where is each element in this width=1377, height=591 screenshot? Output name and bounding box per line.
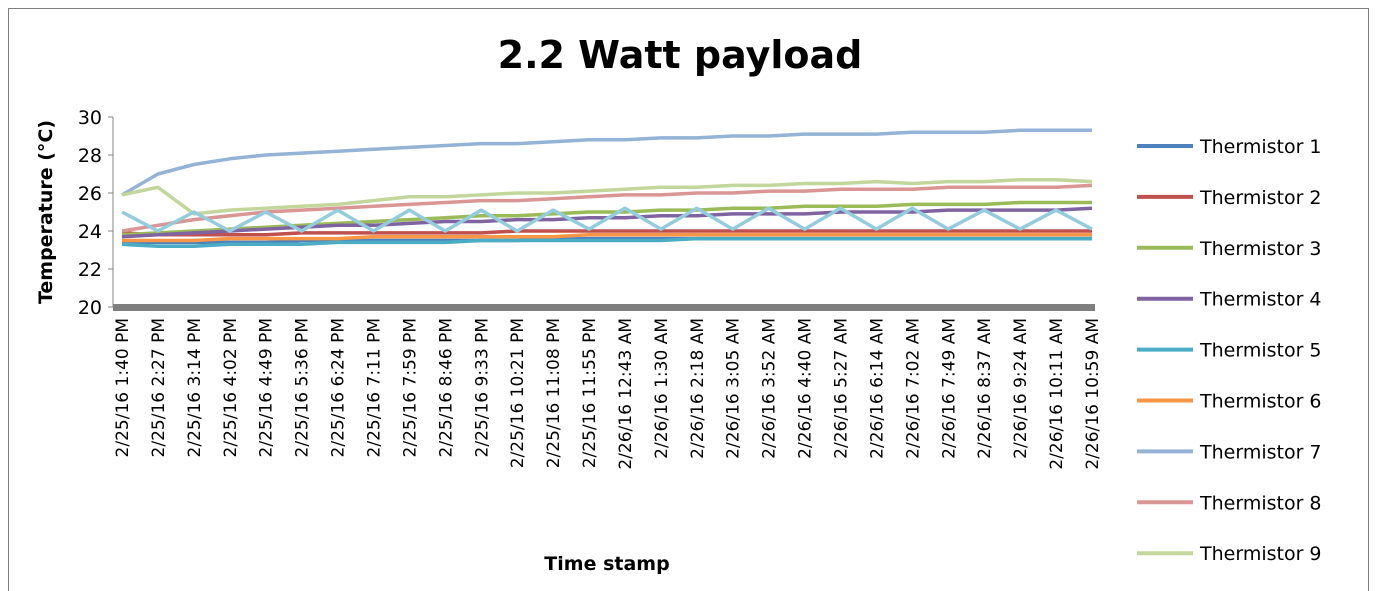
series-line bbox=[121, 229, 1092, 237]
x-tick-label: 2/25/16 9:33 PM bbox=[472, 318, 492, 457]
x-tick-label: 2/25/16 2:27 PM bbox=[149, 318, 169, 457]
legend-label: Thermistor 1 bbox=[1199, 136, 1322, 158]
x-tick-label: 2/26/16 10:59 AM bbox=[1083, 318, 1103, 470]
series-line bbox=[122, 233, 1092, 243]
legend-label: Thermistor 2 bbox=[1199, 187, 1322, 209]
x-tick-label: 2/26/16 7:49 AM bbox=[939, 318, 959, 459]
x-tick-label: 2/25/16 5:36 PM bbox=[293, 318, 313, 457]
x-axis bbox=[113, 304, 1095, 311]
series-line bbox=[121, 177, 1093, 216]
x-tick-label: 2/26/16 2:18 AM bbox=[688, 318, 708, 459]
series-line bbox=[121, 236, 1092, 248]
x-tick-label: 2/26/16 9:24 AM bbox=[1011, 318, 1031, 459]
series-line bbox=[121, 128, 1092, 197]
y-tick-label: 24 bbox=[78, 221, 102, 243]
y-tick-label: 26 bbox=[78, 183, 102, 205]
x-tick-label: 2/26/16 12:43 AM bbox=[616, 318, 636, 470]
legend-label: Thermistor 9 bbox=[1199, 543, 1322, 565]
x-tick-label: 2/25/16 4:02 PM bbox=[221, 318, 241, 457]
legend-label: Thermistor 5 bbox=[1199, 340, 1322, 362]
x-tick-label: 2/25/16 8:46 PM bbox=[436, 318, 456, 457]
y-tick-label: 20 bbox=[78, 297, 102, 319]
x-tick-label: 2/26/16 1:30 AM bbox=[652, 318, 672, 459]
x-tick-label: 2/25/16 6:24 PM bbox=[329, 318, 349, 457]
chart-title: 2.2 Watt payload bbox=[498, 33, 863, 77]
x-tick-label: 2/26/16 3:52 AM bbox=[760, 318, 780, 459]
x-tick-label: 2/25/16 11:55 PM bbox=[580, 318, 600, 468]
series-line bbox=[121, 200, 1092, 237]
series-line bbox=[121, 206, 1093, 233]
x-tick-label: 2/25/16 10:21 PM bbox=[508, 318, 528, 468]
legend-label: Thermistor 7 bbox=[1199, 441, 1322, 463]
x-axis-label: Time stamp bbox=[544, 553, 669, 575]
x-tick-label: 2/26/16 6:14 AM bbox=[867, 318, 887, 459]
legend-label: Thermistor 3 bbox=[1199, 238, 1322, 260]
legend-label: Thermistor 8 bbox=[1199, 492, 1322, 514]
x-tick-label: 2/25/16 7:59 PM bbox=[400, 318, 420, 457]
x-tick-label: 2/25/16 4:49 PM bbox=[257, 318, 277, 457]
y-tick-label: 28 bbox=[78, 145, 102, 167]
x-tick-label: 2/25/16 7:11 PM bbox=[364, 318, 384, 457]
y-tick-label: 30 bbox=[78, 107, 102, 129]
x-tick-label: 2/26/16 7:02 AM bbox=[903, 318, 923, 459]
x-tick-label: 2/25/16 1:40 PM bbox=[113, 318, 133, 457]
legend-label: Thermistor 4 bbox=[1199, 289, 1322, 311]
x-tick-label: 2/26/16 10:11 AM bbox=[1047, 318, 1067, 470]
x-tick-label: 2/26/16 5:27 AM bbox=[832, 318, 852, 459]
y-tick-label: 22 bbox=[78, 259, 102, 281]
y-axis-label: Temperature (°C) bbox=[35, 120, 57, 304]
series-line bbox=[121, 183, 1093, 233]
x-tick-label: 2/25/16 3:14 PM bbox=[185, 318, 205, 457]
legend-label: Thermistor 6 bbox=[1199, 391, 1322, 413]
x-tick-label: 2/26/16 8:37 AM bbox=[975, 318, 995, 459]
x-tick-label: 2/26/16 3:05 AM bbox=[724, 318, 744, 459]
x-tick-label: 2/26/16 4:40 AM bbox=[796, 318, 816, 459]
x-tick-label: 2/25/16 11:08 PM bbox=[544, 318, 564, 468]
